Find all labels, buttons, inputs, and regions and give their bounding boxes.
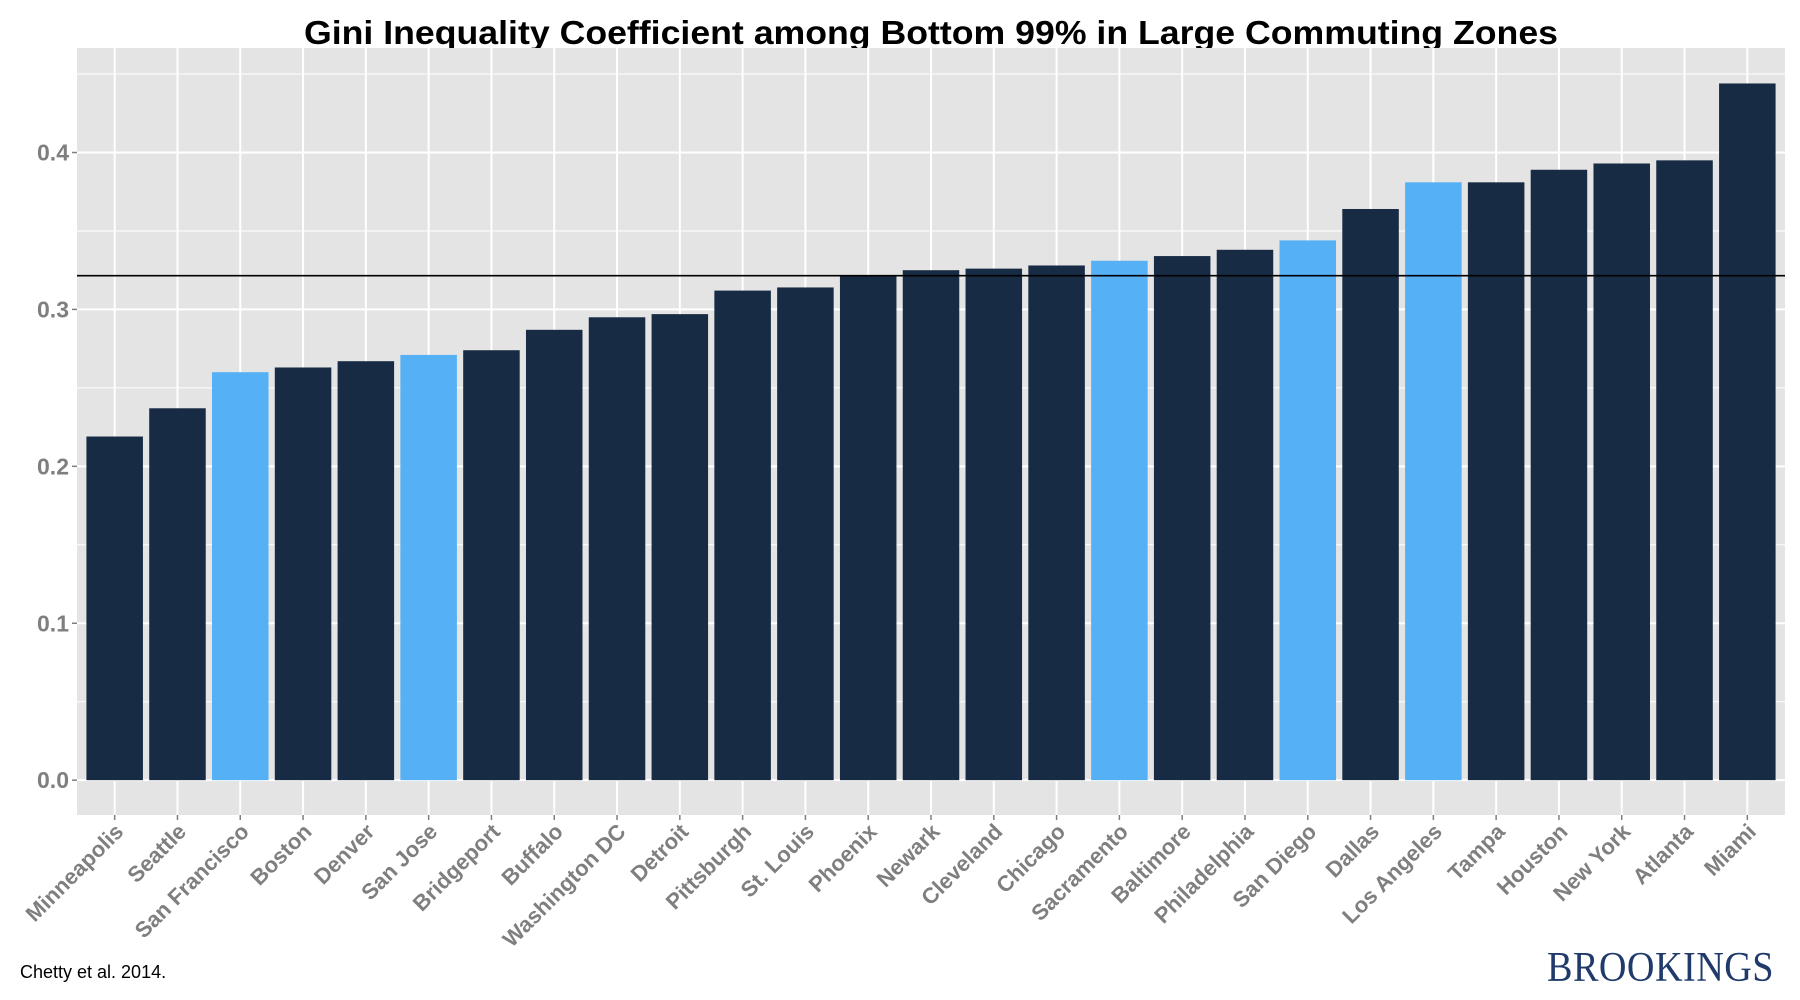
y-axis: 0.0 0.1 0.2 0.3 0.4 <box>37 140 77 793</box>
bar-st-louis <box>777 287 834 781</box>
bar-sacramento <box>1091 260 1148 781</box>
bar-phoenix <box>839 276 897 781</box>
y-tick-label: 0.3 <box>37 296 69 322</box>
bar-miami <box>1719 83 1776 781</box>
bar-seattle <box>149 408 206 781</box>
bar-bridgeport <box>463 350 520 781</box>
bar-minneapolis <box>86 436 143 781</box>
y-tick-label: 0.0 <box>37 767 69 793</box>
chart-title: Gini Inequality Coefficient among Bottom… <box>304 14 1558 51</box>
bar-los-angeles <box>1405 182 1462 781</box>
bar-buffalo <box>525 329 583 781</box>
bar-dallas <box>1342 208 1399 781</box>
y-tick-label: 0.4 <box>37 140 69 166</box>
bar-new-york <box>1593 163 1650 781</box>
source-note: Chetty et al. 2014. <box>20 962 166 982</box>
brookings-logo: BROOKINGS <box>1547 945 1774 991</box>
bar-philadelphia <box>1216 249 1274 781</box>
bar-tampa <box>1467 182 1525 781</box>
bar-cleveland <box>965 268 1023 781</box>
bars <box>86 83 1776 781</box>
bar-baltimore <box>1153 256 1211 781</box>
y-tick-label: 0.2 <box>37 453 69 479</box>
bar-chicago <box>1028 265 1085 781</box>
bar-san-francisco <box>212 372 269 781</box>
bar-san-diego <box>1279 240 1337 781</box>
bar-pittsburgh <box>714 290 771 781</box>
bar-san-jose <box>400 354 457 781</box>
bar-denver <box>337 361 395 781</box>
bar-boston <box>274 367 332 781</box>
bar-newark <box>902 270 960 781</box>
bar-houston <box>1530 169 1588 781</box>
y-tick-label: 0.1 <box>37 610 69 636</box>
bar-detroit <box>651 314 709 781</box>
bar-atlanta <box>1656 160 1713 781</box>
bar-washington-dc <box>588 317 646 781</box>
